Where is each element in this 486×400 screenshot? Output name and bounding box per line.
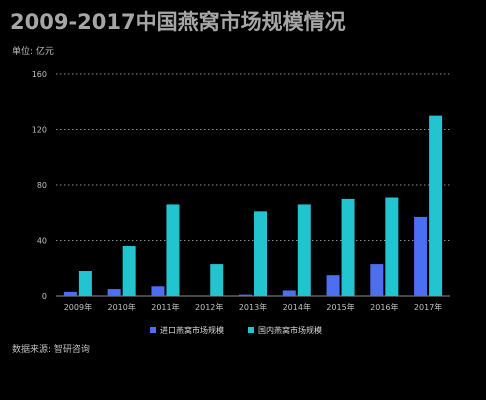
x-tick-label: 2012年 — [195, 302, 223, 312]
bar-domestic — [78, 271, 92, 296]
y-tick-label: 80 — [37, 181, 47, 190]
y-tick-label: 160 — [32, 70, 47, 79]
bar-domestic — [429, 115, 443, 296]
x-tick-label: 2015年 — [326, 302, 354, 312]
x-tick-label: 2013年 — [239, 302, 267, 312]
bar-domestic — [297, 204, 311, 296]
legend-item-domestic-swatch — [248, 327, 254, 333]
y-tick-label: 40 — [37, 237, 47, 246]
legend-item-domestic-label: 国内燕窝市场规模 — [258, 325, 322, 335]
y-tick-label: 0 — [42, 292, 47, 301]
bar-domestic — [385, 197, 399, 296]
x-tick-label: 2009年 — [64, 302, 92, 312]
x-axis-ticks: 2009年 2010年 2011年 2012年 2013年 2014年 2015年 2016年… — [64, 302, 443, 312]
y-axis-ticks: 0 40 80 120 160 — [32, 70, 47, 301]
bar-import — [107, 289, 121, 296]
bars — [63, 115, 443, 296]
bar-domestic — [122, 246, 136, 296]
bar-import — [414, 216, 428, 296]
x-tick-label: 2017年 — [414, 302, 442, 312]
y-tick-label: 120 — [32, 126, 47, 135]
bar-import — [151, 286, 165, 296]
x-tick-label: 2016年 — [370, 302, 398, 312]
bar-import — [282, 290, 296, 296]
legend: 进口燕窝市场规模 国内燕窝市场规模 — [150, 325, 322, 335]
bar-import — [370, 264, 384, 296]
legend-item-import-swatch — [150, 327, 156, 333]
chart-title: 2009-2017中国燕窝市场规模情况 — [10, 10, 346, 34]
source-note: 数据来源: 智研咨询 — [12, 345, 90, 355]
bar-import — [326, 275, 340, 296]
bar-domestic — [341, 198, 355, 296]
bar-import — [239, 294, 252, 296]
x-tick-label: 2010年 — [107, 302, 135, 312]
legend-item-import-label: 进口燕窝市场规模 — [160, 325, 224, 335]
gridlines — [56, 73, 450, 297]
x-tick-label: 2011年 — [151, 302, 179, 312]
bar-domestic — [166, 204, 180, 296]
bar-import — [63, 291, 77, 296]
x-tick-label: 2014年 — [283, 302, 311, 312]
bar-domestic — [254, 211, 267, 296]
bar-domestic — [210, 264, 224, 296]
unit-label: 单位: 亿元 — [12, 47, 54, 57]
